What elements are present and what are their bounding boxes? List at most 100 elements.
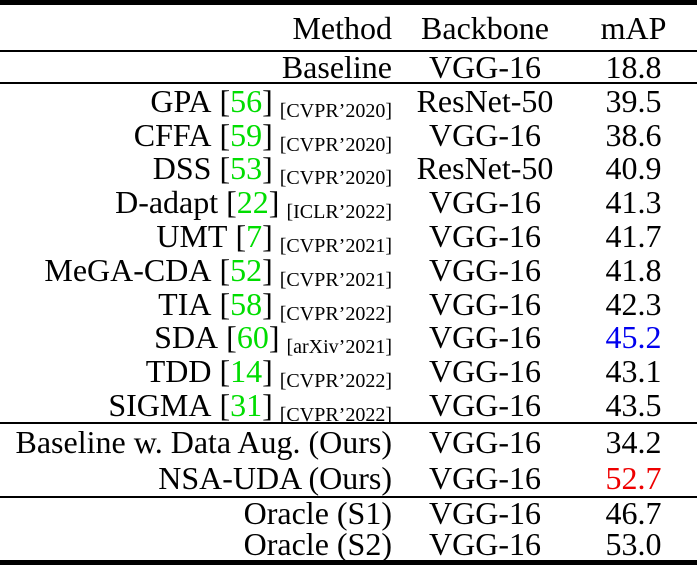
table-sections: Baseline VGG-16 18.8 GPA [56] [CVPR’2020] … — [0, 49, 697, 563]
backbone-cell: VGG-16 — [429, 526, 541, 563]
venue-tag: [ICLR’2022] — [286, 201, 392, 224]
method-cell: TDD [14] [CVPR’2022] — [0, 353, 400, 391]
map-cell: 45.2 — [605, 319, 662, 356]
citation-close-bracket: ] — [262, 218, 273, 255]
table-row: CFFA [59] [CVPR’2020] VGG-16 38.6 — [0, 116, 697, 155]
method-cell: UMT [7] [CVPR’2021] — [0, 218, 400, 256]
map-cell: 53.0 — [605, 526, 662, 563]
citation-link[interactable]: [14] — [219, 353, 272, 389]
map-cell: 46.7 — [605, 495, 662, 532]
table-row: DSS [53] [CVPR’2020] ResNet-50 40.9 — [0, 150, 697, 188]
citation-number[interactable]: 31 — [230, 387, 263, 424]
citation-close-bracket: ] — [262, 387, 273, 424]
table-section: Baseline VGG-16 18.8 — [0, 49, 697, 85]
table-row: SDA [60] [arXiv’2021] VGG-16 45.2 — [0, 319, 697, 357]
citation-link[interactable]: [58] — [219, 286, 272, 322]
citation-link[interactable]: [60] — [226, 319, 279, 355]
map-cell: 43.5 — [605, 387, 662, 424]
table-row: NSA-UDA (Ours) VGG-16 52.7 — [0, 460, 697, 496]
method-name: TIA — [158, 285, 212, 322]
citation-close-bracket: ] — [262, 150, 273, 187]
citation-number[interactable]: 52 — [230, 251, 263, 288]
citation-number[interactable]: 53 — [230, 150, 263, 187]
citation-link[interactable]: [52] — [219, 252, 272, 288]
method-cell: DSS [53] [CVPR’2020] — [0, 150, 400, 188]
backbone-cell: VGG-16 — [429, 49, 541, 85]
citation-open-bracket: [ — [219, 82, 231, 119]
venue-tag: [CVPR’2022] — [279, 370, 392, 393]
method-cell: Baseline — [0, 51, 400, 83]
method-cell: Oracle (S1) — [0, 497, 400, 529]
citation-number[interactable]: 14 — [230, 353, 263, 390]
citation-open-bracket: [ — [219, 387, 231, 424]
table-row: SIGMA [31] [CVPR’2022] VGG-16 43.5 — [0, 387, 697, 425]
method-cell: Oracle (S2) — [0, 528, 400, 560]
citation-number[interactable]: 56 — [230, 82, 263, 119]
backbone-cell: VGG-16 — [429, 116, 541, 153]
backbone-cell: VGG-16 — [429, 495, 541, 532]
backbone-cell: VGG-16 — [429, 423, 541, 460]
table-section: Oracle (S1) VGG-16 46.7 Oracle (S2) VGG-… — [0, 495, 697, 563]
citation-link[interactable]: [56] — [219, 83, 272, 119]
method-cell: D-adapt [22] [ICLR’2022] — [0, 184, 400, 222]
header-separator-rule — [0, 50, 697, 52]
citation-link[interactable]: [59] — [219, 117, 272, 153]
backbone-cell: VGG-16 — [429, 218, 541, 255]
citation-number[interactable]: 22 — [236, 184, 269, 221]
citation-number[interactable]: 60 — [236, 319, 269, 356]
method-name: CFFA — [133, 116, 212, 153]
backbone-cell: ResNet-50 — [416, 150, 554, 187]
method-name: Baseline w. Data Aug. (Ours) — [15, 423, 393, 460]
citation-close-bracket: ] — [262, 353, 273, 390]
backbone-cell: VGG-16 — [429, 285, 541, 322]
method-name: GPA — [150, 82, 212, 119]
citation-open-bracket: [ — [219, 285, 231, 322]
map-cell: 43.1 — [605, 353, 662, 390]
table-section: Baseline w. Data Aug. (Ours) VGG-16 34.2… — [0, 424, 697, 496]
method-cell: SDA [60] [arXiv’2021] — [0, 319, 400, 357]
method-name: Oracle (S2) — [243, 526, 392, 563]
table-header-row: Method Backbone mAP — [0, 5, 697, 50]
citation-open-bracket: [ — [219, 116, 231, 153]
citation-link[interactable]: [53] — [219, 150, 272, 186]
method-cell: CFFA [59] [CVPR’2020] — [0, 116, 400, 155]
citation-close-bracket: ] — [262, 285, 273, 322]
citation-link[interactable]: [31] — [219, 387, 272, 423]
venue-tag: [CVPR’2020] — [279, 99, 392, 122]
backbone-cell: VGG-16 — [429, 459, 541, 496]
citation-open-bracket: [ — [219, 150, 231, 187]
citation-link[interactable]: [7] — [235, 218, 272, 254]
table-row: TDD [14] [CVPR’2022] VGG-16 43.1 — [0, 353, 697, 391]
citation-number[interactable]: 58 — [230, 285, 263, 322]
table-section: GPA [56] [CVPR’2020] ResNet-50 39.5 CFFA [5… — [0, 82, 697, 425]
table-top-rule — [0, 0, 697, 5]
citation-link[interactable]: [22] — [226, 184, 279, 220]
method-cell: MeGA-CDA [52] [CVPR’2021] — [0, 251, 400, 290]
citation-number[interactable]: 59 — [230, 116, 263, 153]
method-cell: TIA [58] [CVPR’2022] — [0, 285, 400, 324]
map-cell: 52.7 — [605, 459, 662, 496]
table-row: GPA [56] [CVPR’2020] ResNet-50 39.5 — [0, 82, 697, 121]
backbone-cell: VGG-16 — [429, 319, 541, 356]
method-cell: SIGMA [31] [CVPR’2022] — [0, 387, 400, 425]
map-cell: 41.3 — [605, 184, 662, 221]
section-divider-rule — [0, 495, 697, 498]
table-row: Oracle (S1) VGG-16 46.7 — [0, 495, 697, 532]
venue-tag: [arXiv’2021] — [286, 336, 392, 359]
method-name: D-adapt — [115, 184, 219, 221]
table-row: D-adapt [22] [ICLR’2022] VGG-16 41.3 — [0, 184, 697, 222]
section-divider-rule — [0, 82, 697, 84]
method-name: Oracle (S1) — [243, 495, 392, 532]
backbone-cell: VGG-16 — [429, 353, 541, 390]
citation-open-bracket: [ — [226, 319, 237, 356]
section-divider-rule — [0, 421, 697, 424]
citation-close-bracket: ] — [262, 116, 273, 153]
citation-number[interactable]: 7 — [246, 218, 263, 255]
citation-close-bracket: ] — [262, 251, 273, 288]
method-name: MeGA-CDA — [44, 251, 212, 288]
venue-tag: [CVPR’2021] — [279, 268, 392, 291]
map-cell: 38.6 — [605, 116, 662, 153]
method-cell: NSA-UDA (Ours) — [0, 462, 400, 494]
method-name: SDA — [154, 319, 219, 356]
